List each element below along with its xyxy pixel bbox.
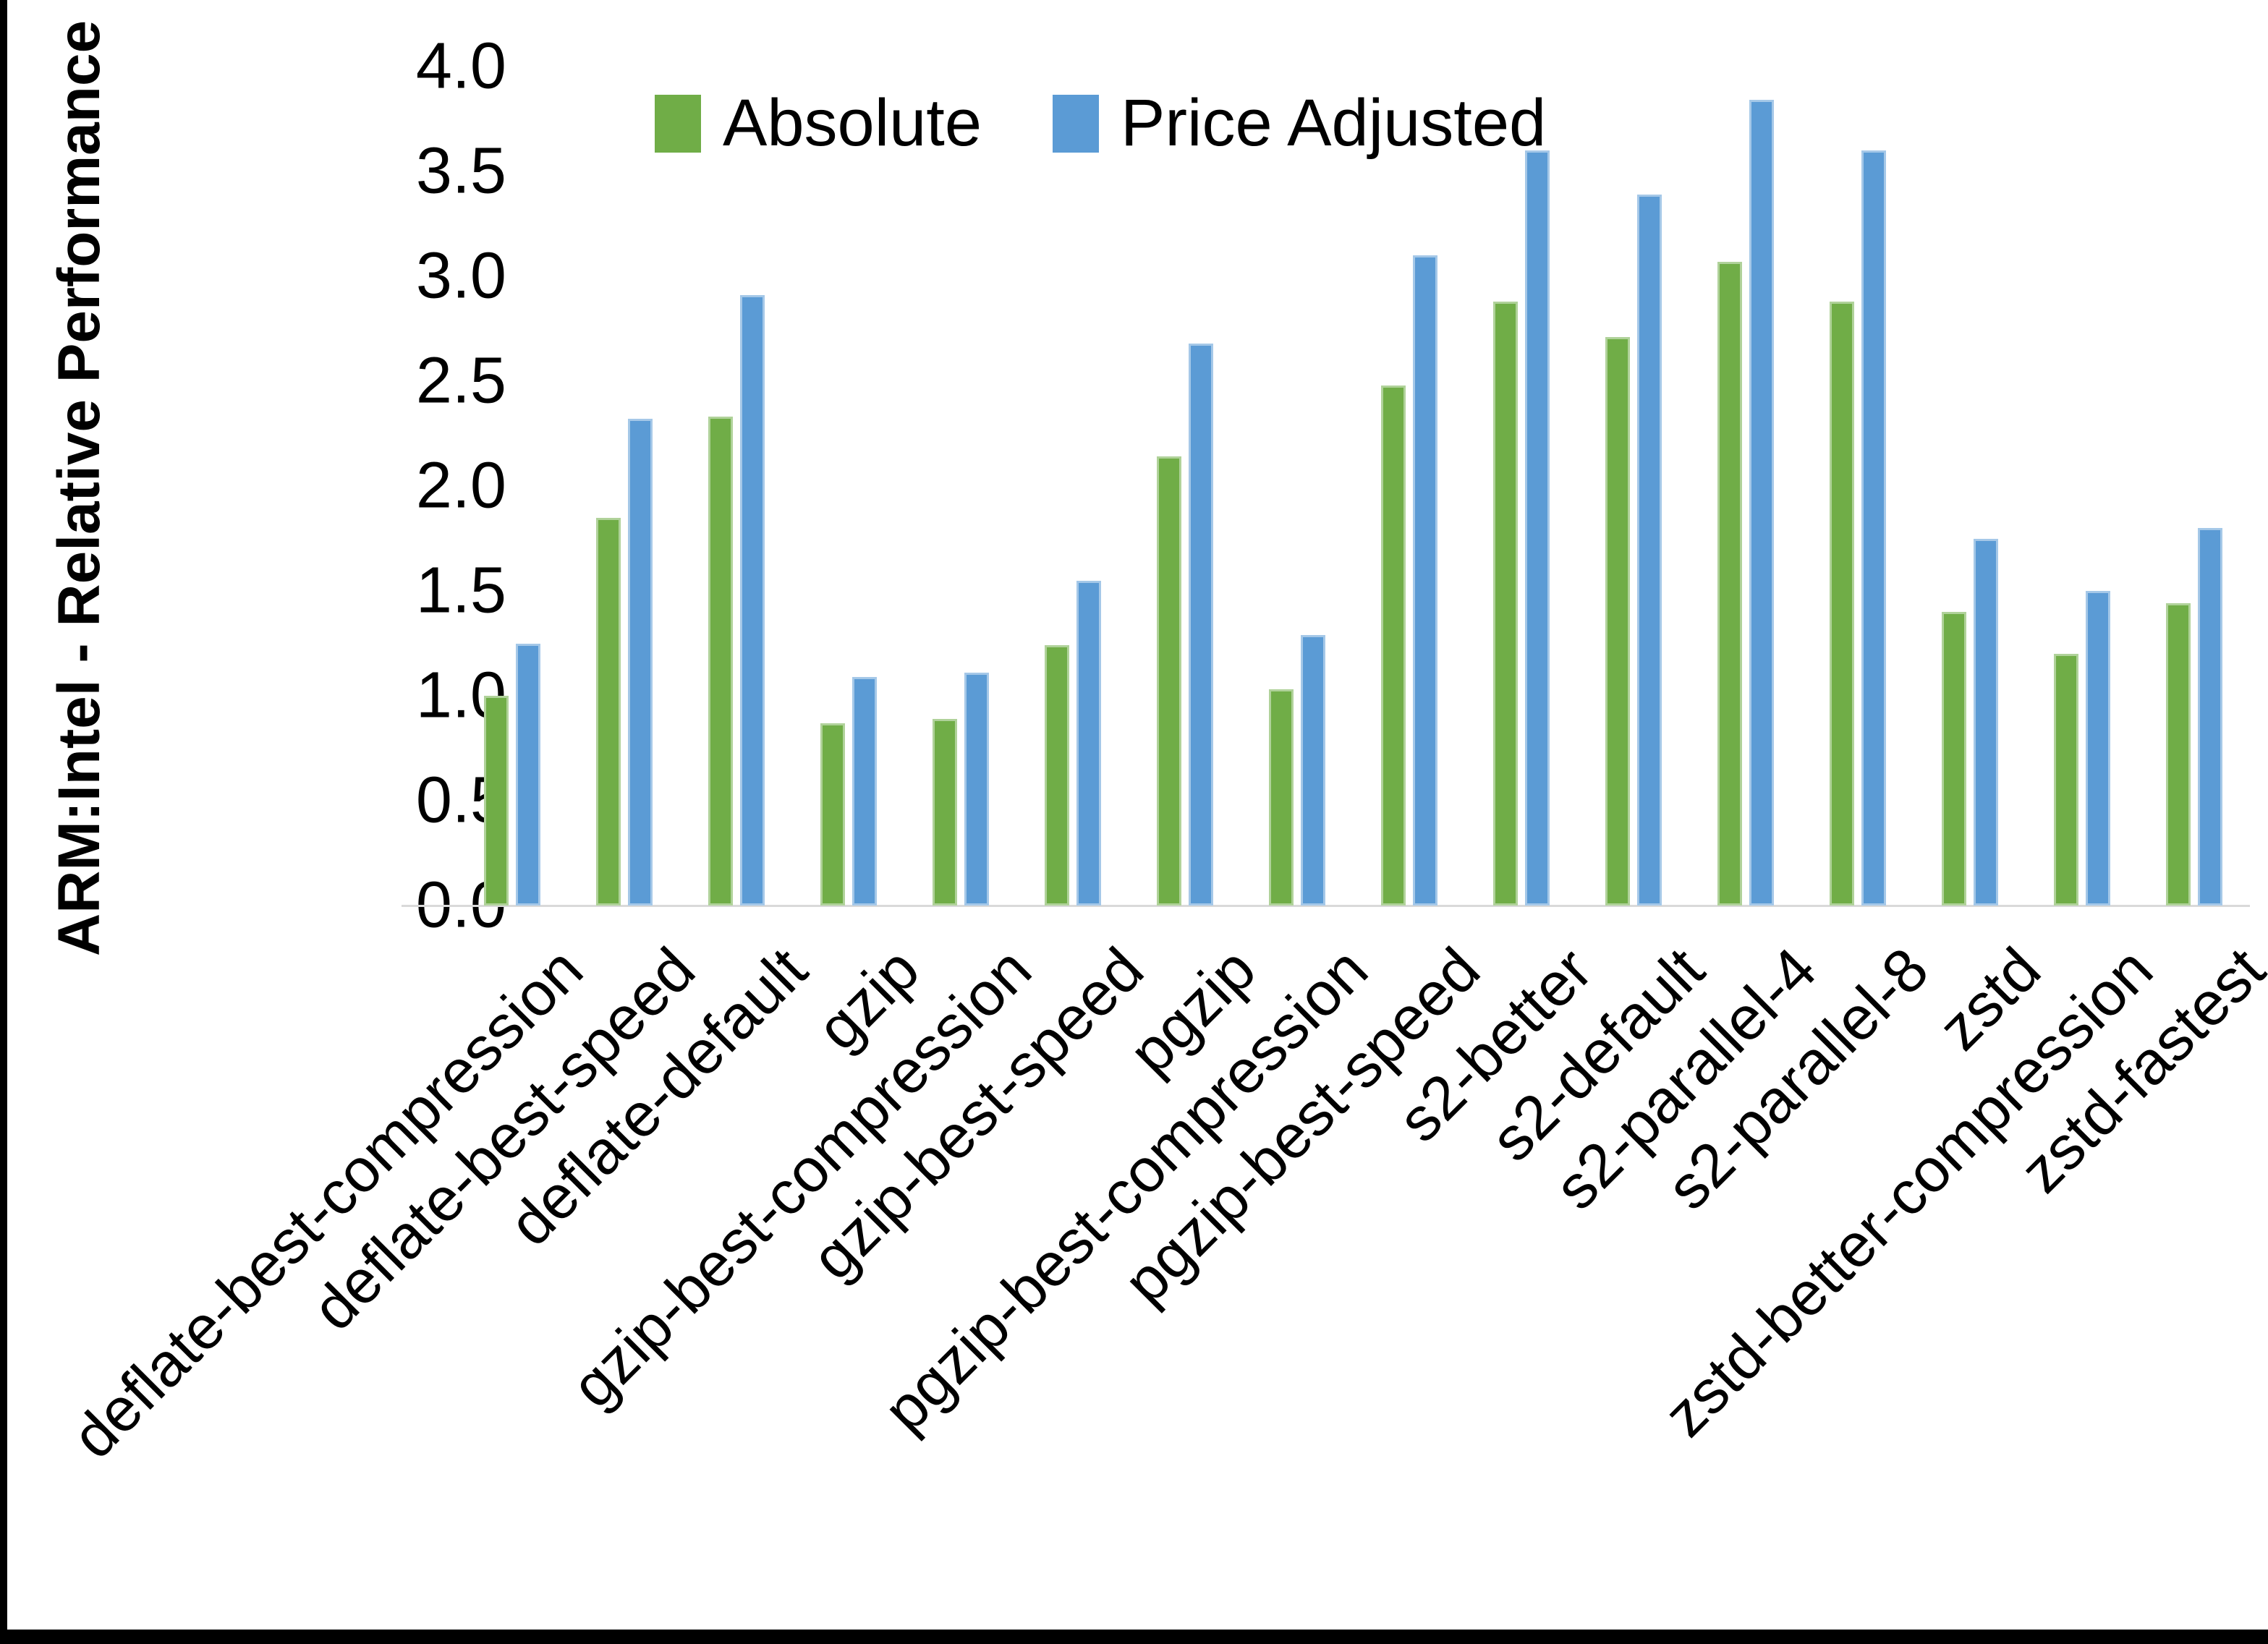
bar-absolute-pgzip-best-compression	[1268, 689, 1294, 906]
y-tick-label: 4.0	[415, 30, 506, 103]
bar-price-adjusted-pgzip	[1188, 343, 1213, 906]
bar-price-adjusted-deflate-best-speed	[627, 419, 653, 906]
bar-price-adjusted-zstd-better-compression	[2085, 591, 2110, 906]
bar-absolute-zstd-better-compression	[2053, 654, 2078, 906]
plot-area	[402, 0, 2250, 907]
y-tick-label: 2.5	[415, 344, 506, 417]
bar-group-pgzip	[1129, 0, 1241, 906]
bar-group-zstd-better-compression	[2026, 0, 2138, 906]
bar-group-zstd-fastest	[2138, 0, 2250, 906]
bar-group-s2-parallel-8	[1801, 0, 1914, 906]
bar-group-pgzip-best-compression	[1241, 0, 1353, 906]
x-axis-labels: deflate-best-compression deflate-best-spe…	[59, 906, 2268, 1629]
y-axis-ticks: 4.0 3.5 3.0 2.5 2.0 1.5 1.0 0.5 0.0	[0, 0, 506, 1013]
bar-price-adjusted-s2-default	[1636, 194, 1662, 906]
bar-price-adjusted-deflate-best-compression	[515, 643, 540, 906]
bar-price-adjusted-pgzip-best-speed	[1412, 255, 1437, 906]
frame-border-bottom	[0, 1630, 2268, 1644]
bar-group-gzip	[792, 0, 904, 906]
y-tick-label: 2.0	[415, 449, 506, 522]
y-tick-label: 3.5	[415, 135, 506, 208]
legend-item-price-adjusted: Price Adjusted	[1053, 85, 1546, 161]
bar-group-s2-default	[1577, 0, 1689, 906]
bar-price-adjusted-gzip-best-compression	[964, 673, 989, 906]
bar-absolute-s2-parallel-4	[1717, 261, 1742, 906]
bar-absolute-deflate-best-speed	[595, 517, 621, 906]
bar-group-zstd	[1914, 0, 2026, 906]
legend-swatch-icon	[1053, 94, 1100, 153]
legend: Absolute Price Adjusted	[655, 85, 1546, 161]
bar-absolute-s2-parallel-8	[1829, 301, 1854, 906]
bar-price-adjusted-s2-parallel-4	[1749, 100, 1774, 906]
legend-label: Absolute	[723, 86, 982, 160]
bar-group-deflate-best-speed	[568, 0, 680, 906]
bar-price-adjusted-deflate-default	[739, 295, 765, 906]
legend-label: Price Adjusted	[1121, 86, 1547, 160]
bar-price-adjusted-gzip	[851, 676, 877, 906]
bar-price-adjusted-gzip-best-speed	[1076, 580, 1101, 906]
bar-group-deflate-best-compression	[456, 0, 568, 906]
bar-group-gzip-best-speed	[1016, 0, 1129, 906]
bar-absolute-zstd-fastest	[2165, 603, 2191, 906]
bar-absolute-s2-better	[1492, 301, 1518, 906]
bar-price-adjusted-zstd	[1973, 538, 1998, 906]
bar-absolute-gzip-best-compression	[932, 718, 957, 906]
bar-absolute-deflate-best-compression	[483, 696, 509, 906]
legend-swatch-icon	[655, 94, 701, 153]
bar-absolute-deflate-default	[708, 417, 733, 906]
y-tick-label: 3.0	[415, 239, 506, 312]
bar-price-adjusted-pgzip-best-compression	[1300, 634, 1325, 906]
bar-group-deflate-default	[680, 0, 792, 906]
bar-group-pgzip-best-speed	[1353, 0, 1465, 906]
bar-groups	[456, 0, 2250, 906]
legend-item-absolute: Absolute	[655, 85, 982, 161]
bar-group-gzip-best-compression	[904, 0, 1016, 906]
bar-group-s2-better	[1465, 0, 1577, 906]
bar-absolute-s2-default	[1605, 337, 1630, 906]
bar-price-adjusted-zstd-fastest	[2197, 528, 2222, 906]
bar-absolute-gzip	[820, 723, 845, 906]
bar-absolute-pgzip	[1156, 456, 1181, 906]
y-tick-label: 0.5	[415, 764, 506, 837]
frame-border-left	[0, 0, 7, 1644]
bar-price-adjusted-s2-better	[1524, 150, 1550, 906]
bar-absolute-gzip-best-speed	[1044, 645, 1069, 906]
bar-price-adjusted-s2-parallel-8	[1861, 150, 1886, 906]
bar-absolute-zstd	[1941, 612, 1966, 906]
bar-group-s2-parallel-4	[1689, 0, 1801, 906]
bar-absolute-pgzip-best-speed	[1380, 385, 1406, 906]
y-tick-label: 1.0	[415, 659, 506, 732]
y-tick-label: 1.5	[415, 554, 506, 627]
x-axis-line	[402, 905, 2250, 907]
